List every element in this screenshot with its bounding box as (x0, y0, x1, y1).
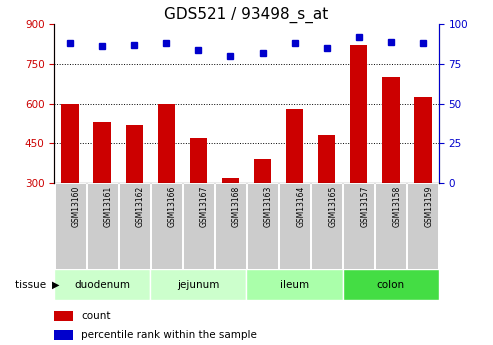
Text: GSM13160: GSM13160 (72, 186, 81, 227)
Bar (414, 97, 431, 262)
Bar (382, 77, 399, 262)
Text: GSM13165: GSM13165 (328, 186, 337, 227)
Text: ileum: ileum (280, 280, 309, 289)
Bar (375, 183, 406, 269)
Text: colon: colon (377, 280, 405, 289)
Text: percentile rank within the sample: percentile rank within the sample (81, 330, 257, 340)
Text: tissue: tissue (15, 280, 49, 289)
Text: GSM13167: GSM13167 (200, 186, 209, 227)
Text: GSM13159: GSM13159 (424, 186, 433, 227)
Text: jejunum: jejunum (177, 280, 219, 289)
Text: count: count (81, 311, 110, 321)
Bar (55, 183, 86, 269)
Text: GSM13158: GSM13158 (392, 186, 401, 227)
Text: GSM13162: GSM13162 (136, 186, 145, 227)
Bar (158, 104, 175, 262)
Bar (119, 183, 150, 269)
Bar (126, 125, 143, 262)
Bar (279, 183, 310, 269)
Bar (407, 183, 438, 269)
Text: GSM13166: GSM13166 (168, 186, 177, 227)
Bar (190, 138, 207, 262)
Bar (246, 269, 343, 300)
Bar (311, 183, 342, 269)
Bar (54, 330, 73, 339)
Bar (94, 122, 111, 262)
Bar (150, 269, 246, 300)
Text: ▶: ▶ (52, 280, 59, 289)
Bar (350, 45, 367, 262)
Text: GSM13157: GSM13157 (360, 186, 369, 227)
Bar (254, 159, 271, 262)
Title: GDS521 / 93498_s_at: GDS521 / 93498_s_at (164, 7, 329, 23)
Bar (343, 269, 439, 300)
Bar (215, 183, 246, 269)
Bar (87, 183, 118, 269)
Bar (54, 269, 150, 300)
Text: GSM13163: GSM13163 (264, 186, 273, 227)
Bar (54, 311, 73, 321)
Text: GSM13161: GSM13161 (104, 186, 113, 227)
Bar (343, 183, 374, 269)
Text: duodenum: duodenum (74, 280, 130, 289)
Bar (183, 183, 214, 269)
Bar (286, 109, 303, 262)
Bar (62, 104, 79, 262)
Text: GSM13164: GSM13164 (296, 186, 305, 227)
Bar (151, 183, 182, 269)
Text: GSM13168: GSM13168 (232, 186, 241, 227)
Bar (318, 135, 335, 262)
Bar (247, 183, 278, 269)
Bar (222, 178, 239, 262)
